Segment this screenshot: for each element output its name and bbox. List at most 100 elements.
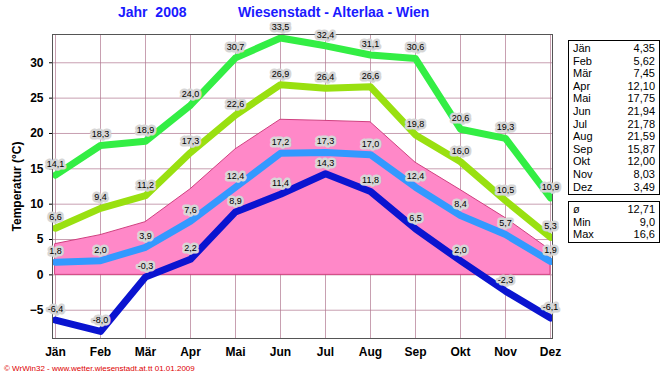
- svg-text:10,9: 10,9: [542, 182, 560, 192]
- svg-text:32,4: 32,4: [317, 30, 335, 40]
- svg-text:19,8: 19,8: [407, 119, 425, 129]
- html-text:21,78: 21,78: [627, 117, 655, 130]
- svg-text:-8,0: -8,0: [93, 315, 109, 325]
- svg-text:Jul: Jul: [317, 345, 334, 359]
- svg-text:12,4: 12,4: [227, 171, 245, 181]
- html-text:4,35: 4,35: [633, 42, 655, 54]
- svg-text:2,0: 2,0: [94, 245, 107, 255]
- svg-text:Apr: Apr: [180, 345, 201, 359]
- svg-text:5,7: 5,7: [499, 218, 512, 228]
- svg-text:17,3: 17,3: [182, 136, 200, 146]
- html-text:Jän: Jän: [573, 42, 591, 54]
- svg-text:17,3: 17,3: [317, 136, 335, 146]
- svg-text:30,6: 30,6: [407, 42, 425, 52]
- svg-text:12,4: 12,4: [407, 171, 425, 181]
- svg-text:10,5: 10,5: [497, 185, 515, 195]
- svg-text:Mai: Mai: [225, 345, 245, 359]
- html-text:Min: Min: [573, 215, 591, 228]
- html-text:15,87: 15,87: [627, 142, 655, 155]
- svg-text:9,4: 9,4: [94, 192, 107, 202]
- html-text:Mär: Mär: [573, 67, 592, 80]
- svg-text:24,0: 24,0: [182, 89, 200, 99]
- html-text:Feb: Feb: [573, 54, 592, 67]
- svg-text:8,4: 8,4: [454, 199, 467, 209]
- svg-text:2,0: 2,0: [454, 245, 467, 255]
- svg-text:8,9: 8,9: [229, 196, 242, 206]
- svg-text:11,4: 11,4: [272, 178, 289, 188]
- svg-text:6,5: 6,5: [409, 213, 422, 223]
- html-text:12,71: 12,71: [627, 203, 655, 216]
- svg-text:14,3: 14,3: [317, 158, 335, 168]
- svg-text:Okt: Okt: [450, 345, 470, 359]
- html-text:9,0: 9,0: [639, 215, 655, 228]
- svg-text:Temperatur (°C): Temperatur (°C): [10, 142, 24, 232]
- html-text:Sep: Sep: [573, 142, 593, 155]
- svg-text:33,5: 33,5: [272, 22, 290, 32]
- svg-text:-6,1: -6,1: [543, 302, 559, 312]
- svg-text:18,3: 18,3: [92, 129, 110, 139]
- html-text:Wiesenstadt - Alterlaa - Wien: Wiesenstadt - Alterlaa - Wien: [238, 4, 430, 20]
- svg-text:5: 5: [37, 232, 44, 246]
- svg-text:Jun: Jun: [270, 345, 291, 359]
- svg-text:2,2: 2,2: [184, 243, 197, 253]
- svg-text:Sep: Sep: [404, 345, 426, 359]
- svg-text:Dez: Dez: [540, 345, 561, 359]
- html-text:Jahr 2008: Jahr 2008: [118, 4, 187, 20]
- svg-text:3,9: 3,9: [139, 231, 152, 241]
- svg-text:-0,3: -0,3: [138, 261, 154, 271]
- svg-text:-6,4: -6,4: [48, 304, 64, 314]
- svg-text:14,1: 14,1: [47, 159, 65, 169]
- html-text:21,59: 21,59: [627, 130, 655, 143]
- svg-text:26,4: 26,4: [317, 72, 335, 82]
- svg-text:30: 30: [30, 56, 44, 70]
- svg-text:20: 20: [30, 126, 44, 140]
- svg-text:Mär: Mär: [135, 345, 157, 359]
- html-text:17,75: 17,75: [627, 92, 655, 105]
- svg-text:1,8: 1,8: [49, 246, 62, 256]
- svg-text:25: 25: [30, 91, 44, 105]
- html-text:12,00: 12,00: [627, 155, 655, 168]
- html-text:Nov: Nov: [573, 167, 593, 180]
- svg-text:5,3: 5,3: [544, 221, 557, 231]
- html-text:12,10: 12,10: [627, 79, 655, 92]
- html-text:Aug: Aug: [573, 130, 593, 143]
- svg-text:15: 15: [30, 162, 44, 176]
- svg-text:10: 10: [30, 197, 44, 211]
- svg-text:16,0: 16,0: [452, 146, 470, 156]
- html-text:7,45: 7,45: [633, 67, 655, 80]
- html-text:Max: Max: [573, 228, 594, 241]
- svg-text:11,2: 11,2: [137, 180, 154, 190]
- svg-text:0: 0: [37, 268, 44, 282]
- svg-text:19,3: 19,3: [497, 122, 515, 132]
- html-text:21,94: 21,94: [627, 105, 655, 117]
- svg-text:-2,3: -2,3: [498, 275, 514, 285]
- svg-text:Nov: Nov: [494, 345, 517, 359]
- html-text:Apr: Apr: [573, 79, 591, 92]
- svg-text:20,6: 20,6: [452, 113, 470, 123]
- html-text:Jul: Jul: [573, 117, 588, 130]
- svg-text:26,6: 26,6: [362, 71, 380, 81]
- svg-text:18,9: 18,9: [137, 125, 155, 135]
- svg-text:17,2: 17,2: [272, 137, 290, 147]
- svg-text:30,7: 30,7: [227, 42, 245, 52]
- html-text:Dez: Dez: [573, 180, 593, 193]
- html-text:Jun: Jun: [573, 105, 591, 117]
- svg-text:Feb: Feb: [90, 345, 111, 359]
- svg-text:26,9: 26,9: [272, 69, 290, 79]
- svg-text:11,8: 11,8: [362, 175, 379, 185]
- svg-text:−5: −5: [30, 303, 44, 317]
- html-text:Mai: Mai: [573, 92, 591, 105]
- html-text:3,49: 3,49: [633, 180, 655, 193]
- svg-text:1,9: 1,9: [544, 245, 557, 255]
- html-text:16,6: 16,6: [633, 228, 655, 241]
- svg-text:Aug: Aug: [359, 345, 382, 359]
- html-text:Okt: Okt: [573, 155, 591, 168]
- svg-text:Jän: Jän: [45, 345, 66, 359]
- html-text:8,03: 8,03: [633, 167, 655, 180]
- svg-text:22,6: 22,6: [227, 99, 245, 109]
- svg-text:6,6: 6,6: [49, 212, 62, 222]
- svg-text:7,6: 7,6: [184, 205, 197, 215]
- html-text:5,62: 5,62: [633, 54, 655, 67]
- svg-text:17,0: 17,0: [362, 139, 380, 149]
- svg-text:31,1: 31,1: [362, 39, 380, 49]
